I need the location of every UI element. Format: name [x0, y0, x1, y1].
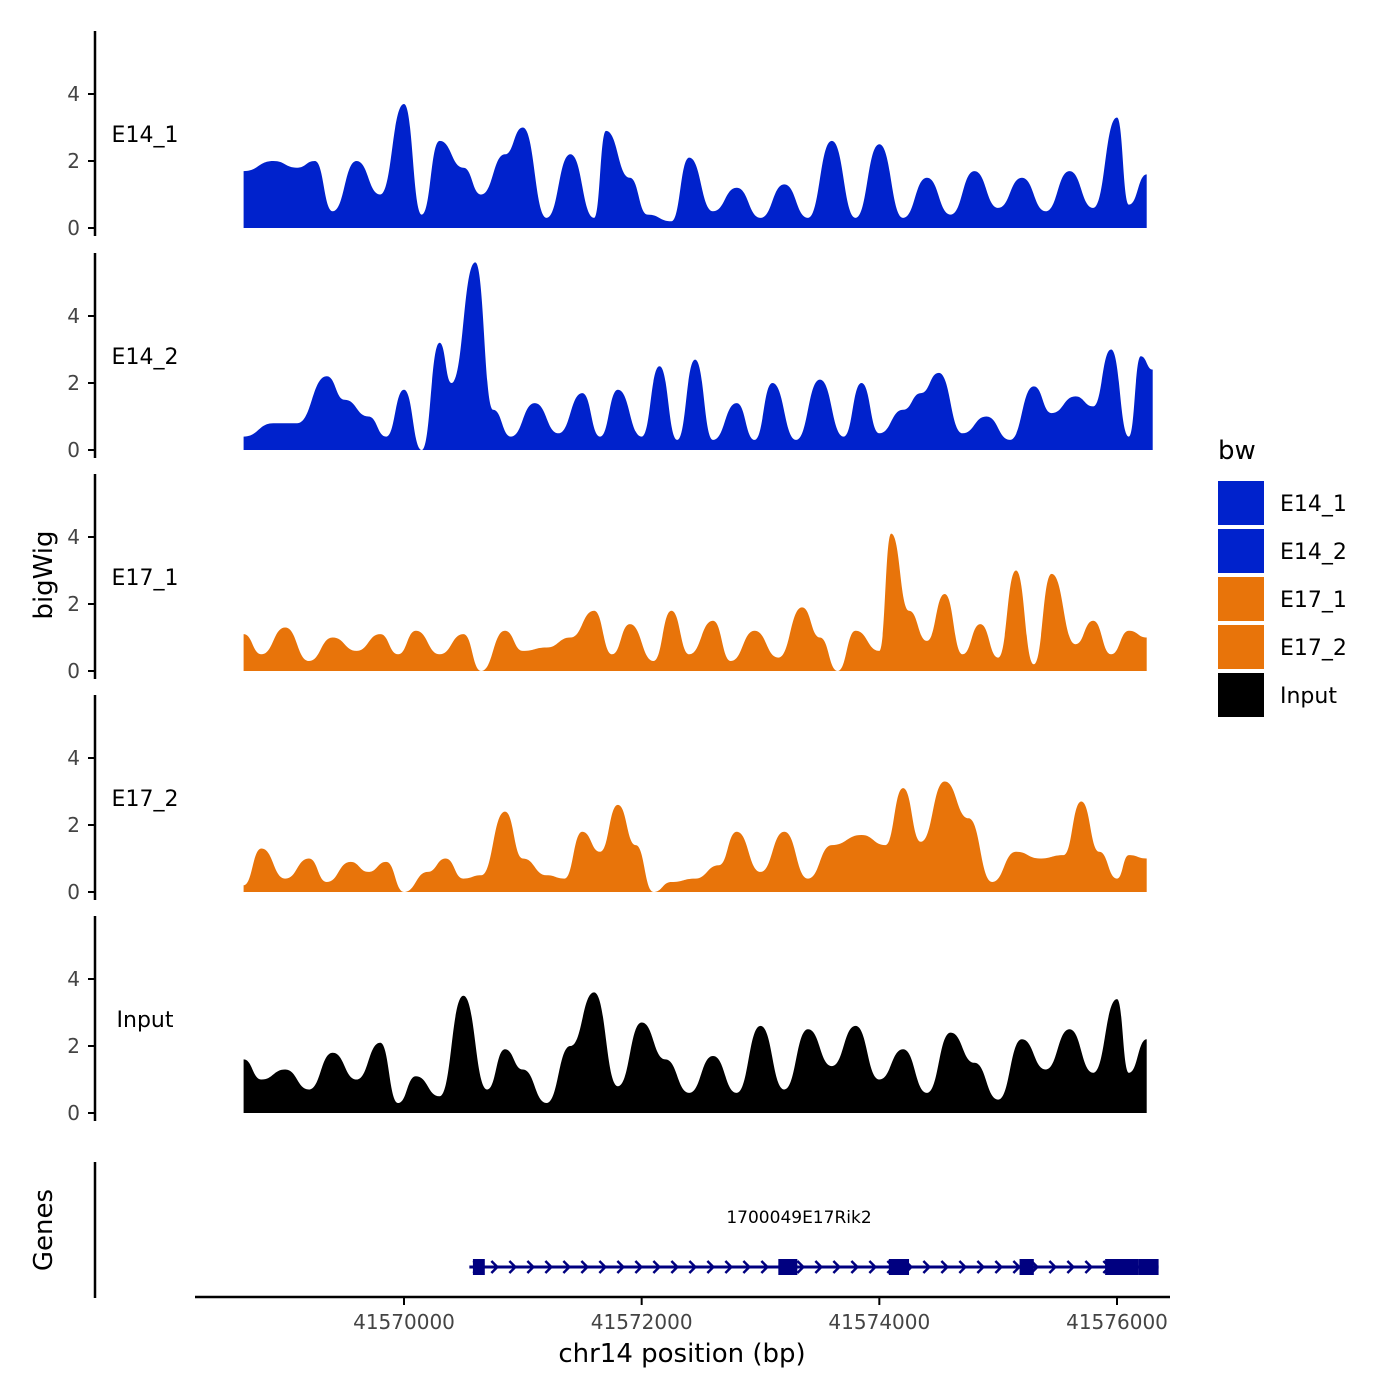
y-tick-label: 2	[67, 149, 80, 173]
y-tick-label: 4	[67, 746, 80, 770]
strand-arrow	[994, 1260, 1004, 1274]
gene-track: Genes 1700049E17Rik2	[29, 1162, 1159, 1298]
x-axis: 41570000 41572000 41574000 41576000 chr14 p…	[195, 1295, 1170, 1369]
y-axis-title: bigWig	[29, 530, 59, 619]
y-tick-label: 0	[67, 880, 80, 904]
track-label-e17_2: E17_2	[112, 787, 179, 812]
strand-arrow	[1048, 1260, 1058, 1274]
y-tick-label: 0	[67, 659, 80, 683]
strand-arrow	[616, 1260, 626, 1274]
strand-arrow	[760, 1260, 770, 1274]
strand-arrow	[634, 1260, 644, 1274]
strand-arrow	[580, 1260, 590, 1274]
y-tick-label: 2	[67, 1034, 80, 1058]
area-series-e14_1	[243, 104, 1147, 228]
x-tick-label: 41574000	[828, 1310, 930, 1334]
strand-arrow	[652, 1260, 662, 1274]
gene-exon	[1019, 1259, 1034, 1275]
strand-arrow	[832, 1260, 842, 1274]
y-tick-label: 0	[67, 438, 80, 462]
legend-label-e17_2: E17_2	[1280, 636, 1347, 661]
track-panels: 0 2 4 E14_1 0 2 4 E14_2 0 2 4 E17_1 0 2 4 E17_2 0 2 4 Input	[67, 31, 178, 1125]
legend-swatch-e17_1	[1218, 577, 1264, 621]
x-axis-title: chr14 position (bp)	[558, 1339, 805, 1369]
strand-arrow	[976, 1260, 986, 1274]
legend-label-e17_1: E17_1	[1280, 588, 1347, 613]
track-label-e14_1: E14_1	[112, 123, 179, 148]
x-axis-ticks: 41570000 41572000 41574000 41576000	[353, 1297, 1168, 1334]
gene-exon	[472, 1259, 485, 1275]
area-series-e17_2	[243, 781, 1147, 892]
strand-arrow	[562, 1260, 572, 1274]
y-tick-label: 4	[67, 304, 80, 328]
legend-swatch-e14_2	[1218, 529, 1264, 573]
legend-label-e14_1: E14_1	[1280, 492, 1347, 517]
strand-arrow	[1084, 1260, 1094, 1274]
gene-model	[469, 1259, 1159, 1275]
strand-arrow	[814, 1260, 824, 1274]
legend-swatch-e17_2	[1218, 625, 1264, 669]
strand-arrow	[508, 1260, 518, 1274]
strand-arrow	[940, 1260, 950, 1274]
area-series-e17_1	[243, 533, 1147, 671]
x-tick-label: 41576000	[1066, 1310, 1168, 1334]
strand-arrow	[796, 1260, 806, 1274]
strand-arrow	[544, 1260, 554, 1274]
gene-exon	[1105, 1259, 1139, 1275]
gene-exon	[1138, 1259, 1159, 1275]
legend: bw E14_1 E14_2 E17_1 E17_2 Input	[1218, 436, 1347, 717]
legend-title: bw	[1218, 436, 1256, 466]
y-tick-label: 0	[67, 216, 80, 240]
legend-swatch-input	[1218, 673, 1264, 717]
y-tick-label: 2	[67, 813, 80, 837]
y-tick-label: 4	[67, 82, 80, 106]
signal-tracks	[243, 104, 1153, 1113]
strand-arrow	[850, 1260, 860, 1274]
strand-arrow	[922, 1260, 932, 1274]
y-tick-label: 2	[67, 592, 80, 616]
strand-arrow	[598, 1260, 608, 1274]
legend-items: E14_1 E14_2 E17_1 E17_2 Input	[1218, 481, 1347, 717]
strand-arrow	[1066, 1260, 1076, 1274]
area-series-e14_2	[243, 262, 1153, 450]
strand-arrow	[706, 1260, 716, 1274]
x-tick-label: 41572000	[591, 1310, 693, 1334]
track-label-e14_2: E14_2	[112, 345, 179, 370]
strand-arrow	[724, 1260, 734, 1274]
gene-track-title: Genes	[29, 1189, 59, 1271]
gene-name-label: 1700049E17Rik2	[726, 1208, 871, 1228]
strand-arrow	[868, 1260, 878, 1274]
strand-arrow	[670, 1260, 680, 1274]
y-tick-label: 2	[67, 371, 80, 395]
legend-label-input: Input	[1280, 684, 1337, 709]
track-label-e17_1: E17_1	[112, 566, 179, 591]
gene-exon	[888, 1259, 910, 1275]
strand-arrow	[526, 1260, 536, 1274]
legend-label-e14_2: E14_2	[1280, 540, 1347, 565]
legend-swatch-e14_1	[1218, 481, 1264, 525]
y-tick-label: 4	[67, 967, 80, 991]
area-series-input	[243, 992, 1147, 1113]
strand-arrow	[742, 1260, 752, 1274]
strand-arrow	[958, 1260, 968, 1274]
y-tick-label: 0	[67, 1101, 80, 1125]
y-tick-label: 4	[67, 525, 80, 549]
gene-exon	[778, 1259, 798, 1275]
strand-arrow	[1012, 1260, 1022, 1274]
track-label-input: Input	[117, 1008, 174, 1033]
strand-arrow	[688, 1260, 698, 1274]
x-tick-label: 41570000	[353, 1310, 455, 1334]
strand-arrow	[490, 1260, 500, 1274]
